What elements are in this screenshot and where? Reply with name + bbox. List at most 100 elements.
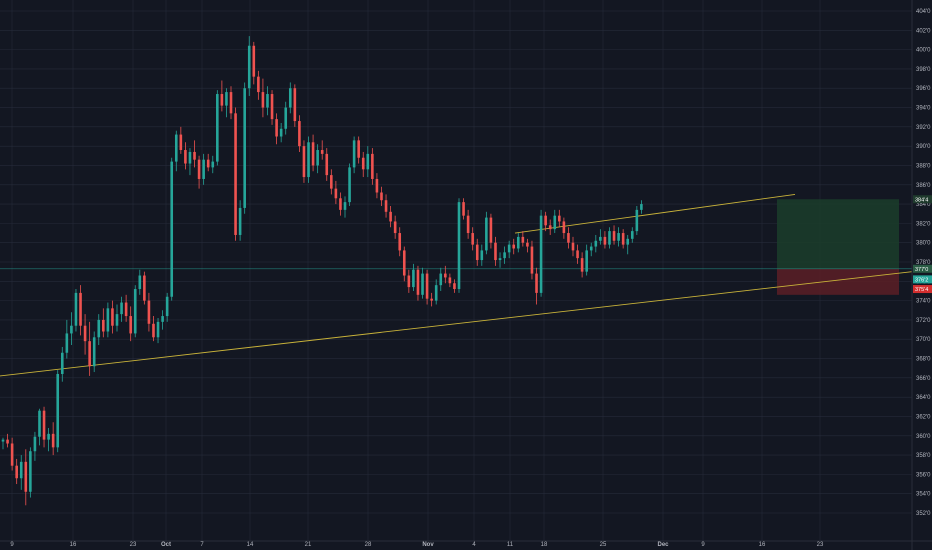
candle-body	[42, 410, 46, 440]
x-tick-label: 14	[247, 542, 254, 548]
candle	[211, 155, 215, 174]
x-tick-label: 4	[472, 542, 476, 548]
candle	[138, 269, 142, 295]
candle	[316, 144, 319, 174]
y-tick-label: 352'0	[916, 511, 931, 517]
candle	[480, 244, 484, 266]
y-tick-label: 358'0	[916, 453, 931, 459]
candle-body	[366, 153, 370, 170]
candle-body	[617, 233, 620, 241]
x-tick-label: Oct	[161, 542, 171, 548]
candle	[307, 136, 310, 183]
candle	[129, 306, 132, 342]
candle-body	[507, 244, 511, 253]
candle	[174, 130, 178, 172]
price-tag: 375'4	[913, 285, 932, 294]
candle	[124, 294, 128, 322]
candle-body	[343, 202, 347, 210]
candle	[617, 227, 620, 247]
candle-body	[630, 231, 634, 239]
candle-body	[302, 146, 306, 178]
candle	[512, 238, 516, 255]
candle	[635, 206, 639, 235]
candle-body	[284, 107, 288, 129]
candle	[19, 455, 23, 490]
candle	[393, 215, 397, 239]
candle-body	[106, 308, 110, 332]
candle	[485, 211, 488, 255]
candle	[10, 437, 14, 471]
target-zone	[777, 199, 899, 269]
candle-body	[330, 175, 333, 189]
candle-body	[480, 250, 484, 261]
candle-body	[530, 246, 534, 274]
candle	[357, 136, 360, 164]
x-tick-label: Nov	[422, 542, 434, 548]
y-tick-label: 374'0	[916, 299, 931, 305]
candle	[60, 346, 64, 382]
candle	[298, 115, 301, 152]
price-tag-box	[913, 285, 932, 294]
x-tick-label: 21	[305, 542, 312, 548]
candle	[293, 84, 297, 127]
candle-body	[621, 233, 625, 245]
candle	[120, 296, 123, 322]
candle-body	[24, 461, 28, 492]
candle-body	[56, 373, 60, 448]
candle-body	[439, 273, 443, 286]
candle-body	[60, 352, 64, 374]
candle	[571, 236, 575, 257]
y-tick-label: 354'0	[916, 492, 931, 498]
candle-body	[371, 153, 374, 179]
price-tag: 384'4	[913, 195, 932, 204]
candle	[439, 267, 443, 291]
candle-body	[425, 273, 429, 299]
x-tick-label: 9	[701, 542, 705, 548]
y-tick-label: 364'0	[916, 395, 931, 401]
candle	[421, 267, 424, 299]
candle	[444, 265, 447, 284]
candle-body	[512, 244, 516, 249]
y-tick-label: 390'0	[916, 144, 931, 150]
candle-body	[225, 92, 228, 106]
candle-body	[15, 465, 18, 479]
candle	[621, 229, 625, 249]
candle-body	[444, 273, 447, 278]
y-tick-label: 394'0	[916, 106, 931, 112]
candle	[457, 198, 461, 293]
candle-body	[257, 76, 260, 93]
candle-body	[475, 244, 479, 261]
candle	[507, 240, 511, 259]
candle	[412, 263, 415, 291]
candle	[599, 229, 602, 245]
candle-body	[389, 211, 392, 222]
candle-body	[421, 273, 424, 295]
candle-body	[234, 113, 237, 235]
candle-body	[357, 140, 360, 158]
candle	[275, 113, 278, 145]
candle	[79, 285, 82, 336]
x-tick-label: 25	[600, 542, 607, 548]
candle	[42, 406, 46, 448]
candle-body	[161, 316, 164, 322]
candle-body	[626, 238, 630, 245]
candle-body	[124, 302, 128, 317]
y-tick-label: 396'0	[916, 86, 931, 92]
candle	[106, 302, 110, 338]
trendlines	[0, 193, 913, 377]
candle-body	[375, 178, 379, 193]
candle-body	[498, 258, 502, 261]
candle	[380, 186, 383, 207]
candle-body	[585, 250, 588, 272]
position-zones	[0, 199, 912, 295]
x-tick-label: 9	[10, 542, 14, 548]
candle	[92, 331, 96, 373]
y-tick-label: 402'0	[916, 28, 931, 34]
candle-body	[165, 296, 169, 317]
candle-body	[640, 204, 643, 210]
candle	[366, 146, 370, 178]
candle	[594, 234, 598, 253]
candle	[302, 140, 306, 183]
candle-body	[594, 240, 598, 247]
